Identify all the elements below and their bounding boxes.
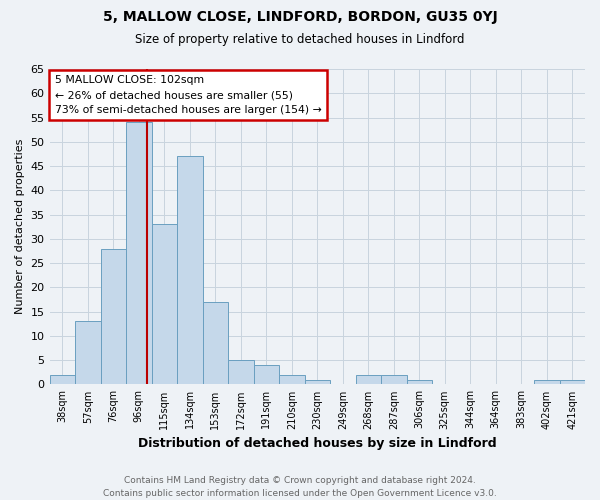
Bar	[152, 224, 177, 384]
Bar	[75, 322, 101, 384]
Bar	[407, 380, 432, 384]
Bar	[177, 156, 203, 384]
Bar	[101, 248, 126, 384]
Bar	[228, 360, 254, 384]
Bar	[381, 374, 407, 384]
Bar	[279, 374, 305, 384]
Bar	[254, 365, 279, 384]
Text: 5, MALLOW CLOSE, LINDFORD, BORDON, GU35 0YJ: 5, MALLOW CLOSE, LINDFORD, BORDON, GU35 …	[103, 10, 497, 24]
Bar	[305, 380, 330, 384]
Bar	[560, 380, 585, 384]
X-axis label: Distribution of detached houses by size in Lindford: Distribution of detached houses by size …	[138, 437, 497, 450]
Bar	[534, 380, 560, 384]
Text: 5 MALLOW CLOSE: 102sqm
← 26% of detached houses are smaller (55)
73% of semi-det: 5 MALLOW CLOSE: 102sqm ← 26% of detached…	[55, 76, 322, 115]
Y-axis label: Number of detached properties: Number of detached properties	[15, 139, 25, 314]
Text: Size of property relative to detached houses in Lindford: Size of property relative to detached ho…	[135, 32, 465, 46]
Bar	[50, 374, 75, 384]
Bar	[356, 374, 381, 384]
Text: Contains HM Land Registry data © Crown copyright and database right 2024.
Contai: Contains HM Land Registry data © Crown c…	[103, 476, 497, 498]
Bar	[203, 302, 228, 384]
Bar	[126, 122, 152, 384]
